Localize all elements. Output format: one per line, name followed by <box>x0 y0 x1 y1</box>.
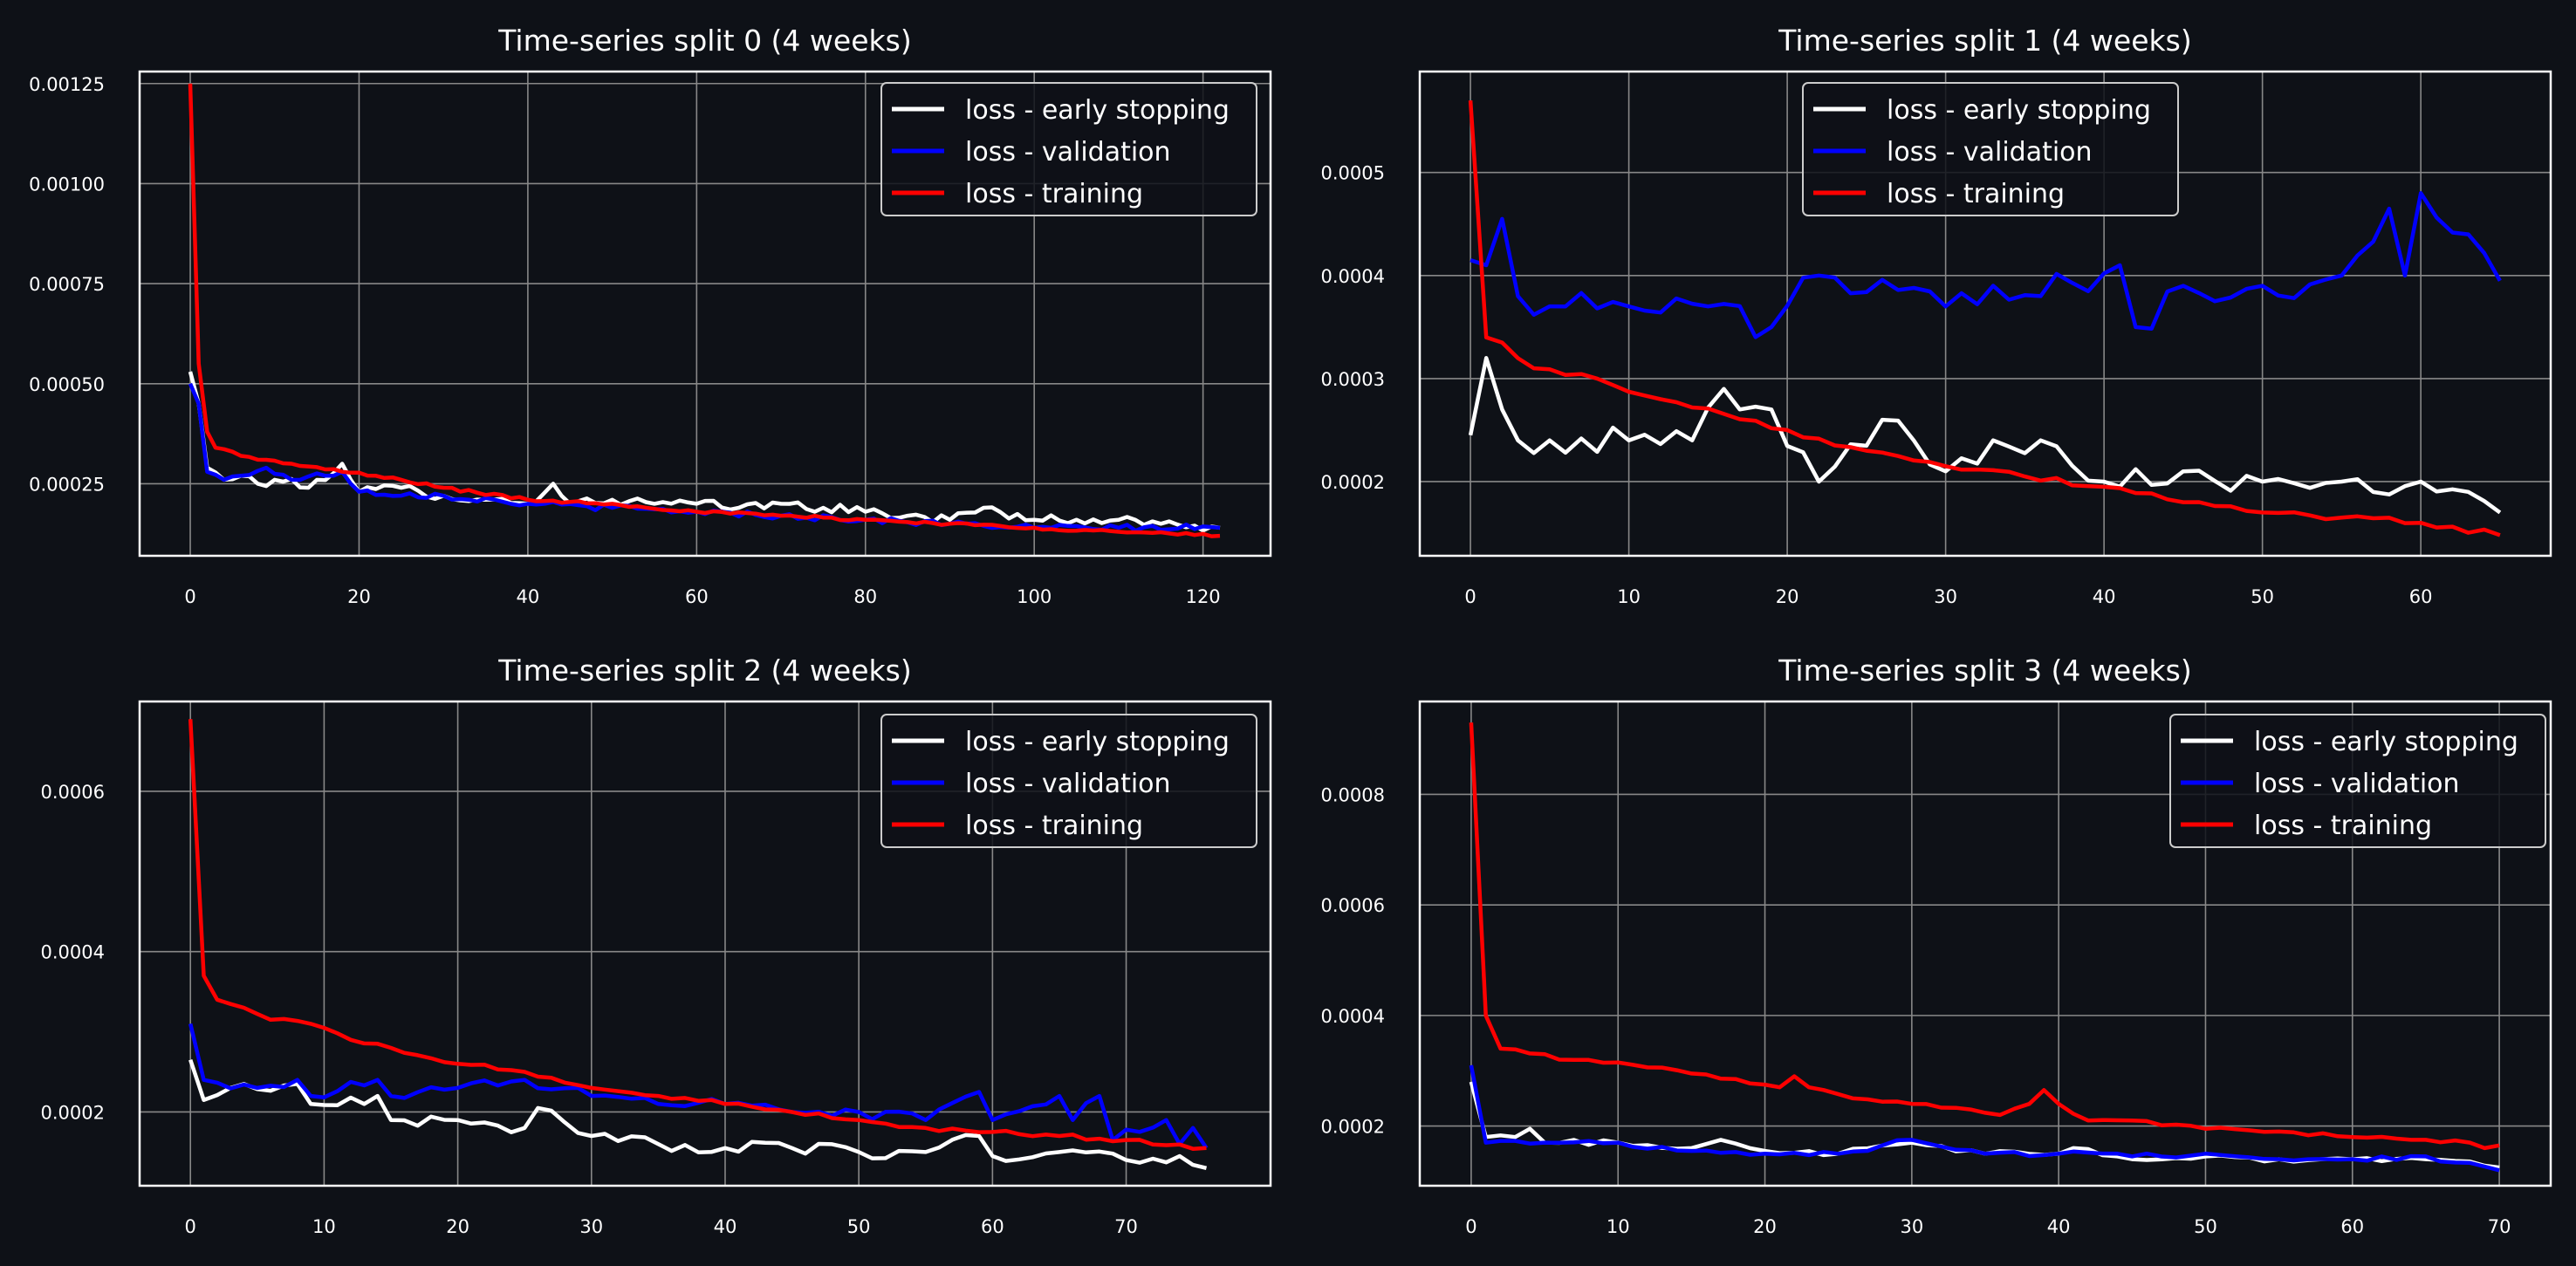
series-line-1 <box>1470 191 2502 339</box>
axes-frame <box>1418 70 2552 558</box>
series-line-0 <box>188 371 1221 533</box>
series-line-0 <box>188 1058 1208 1170</box>
x-tick-label: 30 <box>1934 586 1957 607</box>
y-tick-label: 0.0004 <box>1321 266 1385 287</box>
x-tick-label: 10 <box>1607 1216 1630 1237</box>
series-line-2 <box>188 719 1207 1151</box>
axes-frame <box>138 70 1272 558</box>
x-tick-label: 120 <box>1186 586 1221 607</box>
legend-box <box>880 82 1257 216</box>
x-tick-label: 40 <box>517 586 540 607</box>
x-tick-label: 40 <box>714 1216 737 1237</box>
axes-frame <box>138 700 1272 1187</box>
chart-title: Time-series split 2 (4 weeks) <box>497 654 911 688</box>
legend-box <box>2169 714 2546 848</box>
y-tick-label: 0.00025 <box>29 474 105 495</box>
legend: loss - early stopping loss - validation lo… <box>880 82 1257 216</box>
x-tick-label: 0 <box>1465 1216 1476 1237</box>
x-tick-label: 70 <box>1114 1216 1138 1237</box>
legend: loss - early stopping loss - validation lo… <box>1802 82 2179 216</box>
x-tick-label: 50 <box>2251 586 2274 607</box>
legend-box <box>1802 82 2179 216</box>
legend-label: loss - early stopping <box>1887 95 2151 126</box>
legend-label: loss - training <box>965 179 1143 209</box>
series-line-1 <box>1469 1064 2500 1173</box>
y-tick-label: 0.0006 <box>41 782 105 803</box>
y-tick-label: 0.0002 <box>1321 472 1385 493</box>
legend-label: loss - training <box>1887 179 2065 209</box>
x-tick-label: 20 <box>1753 1216 1777 1237</box>
x-tick-label: 30 <box>579 1216 603 1237</box>
chart-title: Time-series split 3 (4 weeks) <box>1778 654 2191 688</box>
legend: loss - early stopping loss - validation lo… <box>880 714 1257 848</box>
chart-panel-3: 0 10 20 30 40 50 60 70 0.0002 0.0004 0.0006 0.0008 T… <box>1321 654 2552 1237</box>
y-tick-label: 0.0003 <box>1321 369 1385 390</box>
legend-label: loss - validation <box>2254 769 2460 799</box>
x-tick-label: 60 <box>2340 1216 2364 1237</box>
x-tick-label: 20 <box>347 586 371 607</box>
x-tick-label: 80 <box>853 586 877 607</box>
legend-label: loss - early stopping <box>965 727 1230 757</box>
legend: loss - early stopping loss - validation lo… <box>2169 714 2546 848</box>
y-tick-label: 0.0004 <box>41 942 105 963</box>
x-tick-label: 70 <box>2488 1216 2511 1237</box>
series-line-2 <box>1469 722 2500 1151</box>
chart-panel-1: 0 10 20 30 40 50 60 0.0002 0.0003 0.0004 0.0005 Tim… <box>1321 24 2552 607</box>
x-tick-label: 0 <box>185 1216 196 1237</box>
x-tick-label: 0 <box>1464 586 1476 607</box>
legend-label: loss - early stopping <box>2254 727 2518 757</box>
x-tick-label: 30 <box>1900 1216 1923 1237</box>
chart-title: Time-series split 0 (4 weeks) <box>497 24 911 58</box>
x-tick-label: 100 <box>1017 586 1052 607</box>
y-tick-label: 0.0006 <box>1321 895 1385 916</box>
series-line-1 <box>188 382 1221 533</box>
y-tick-label: 0.0008 <box>1321 784 1385 805</box>
x-tick-label: 10 <box>312 1216 336 1237</box>
y-tick-label: 0.00050 <box>29 374 105 395</box>
y-tick-label: 0.0002 <box>1321 1117 1385 1138</box>
y-tick-label: 0.0004 <box>1321 1006 1385 1027</box>
x-tick-label: 60 <box>2409 586 2433 607</box>
x-tick-label: 60 <box>981 1216 1004 1237</box>
y-tick-label: 0.00100 <box>29 174 105 195</box>
y-tick-label: 0.00075 <box>29 274 105 295</box>
legend-label: loss - validation <box>1887 137 2093 168</box>
x-tick-label: 10 <box>1617 586 1641 607</box>
x-tick-label: 20 <box>446 1216 469 1237</box>
x-tick-label: 60 <box>685 586 709 607</box>
y-tick-label: 0.0005 <box>1321 163 1385 184</box>
legend-label: loss - training <box>2254 811 2432 841</box>
axes-frame <box>1418 700 2552 1187</box>
legend-label: loss - validation <box>965 137 1171 168</box>
x-tick-label: 0 <box>184 586 195 607</box>
legend-label: loss - validation <box>965 769 1171 799</box>
x-tick-label: 40 <box>2047 1216 2071 1237</box>
chart-panel-2: 0 10 20 30 40 50 60 70 0.0002 0.0004 0.0006 Time-se… <box>41 654 1272 1237</box>
chart-title: Time-series split 1 (4 weeks) <box>1778 24 2191 58</box>
chart-panel-0: 0 20 40 60 80 100 120 0.00025 0.00050 0.00075 0.00… <box>29 24 1272 607</box>
series-line-1 <box>188 1023 1209 1150</box>
series-line-2 <box>188 83 1221 538</box>
x-tick-label: 50 <box>847 1216 871 1237</box>
series-line-0 <box>1468 356 2502 515</box>
legend-label: loss - training <box>965 811 1143 841</box>
legend-label: loss - early stopping <box>965 95 1230 126</box>
x-tick-label: 50 <box>2194 1216 2217 1237</box>
legend-box <box>880 714 1257 848</box>
x-tick-label: 40 <box>2093 586 2116 607</box>
x-tick-label: 20 <box>1776 586 1799 607</box>
y-tick-label: 0.0002 <box>41 1102 105 1123</box>
series-line-2 <box>1468 99 2501 537</box>
y-tick-label: 0.00125 <box>29 74 105 95</box>
